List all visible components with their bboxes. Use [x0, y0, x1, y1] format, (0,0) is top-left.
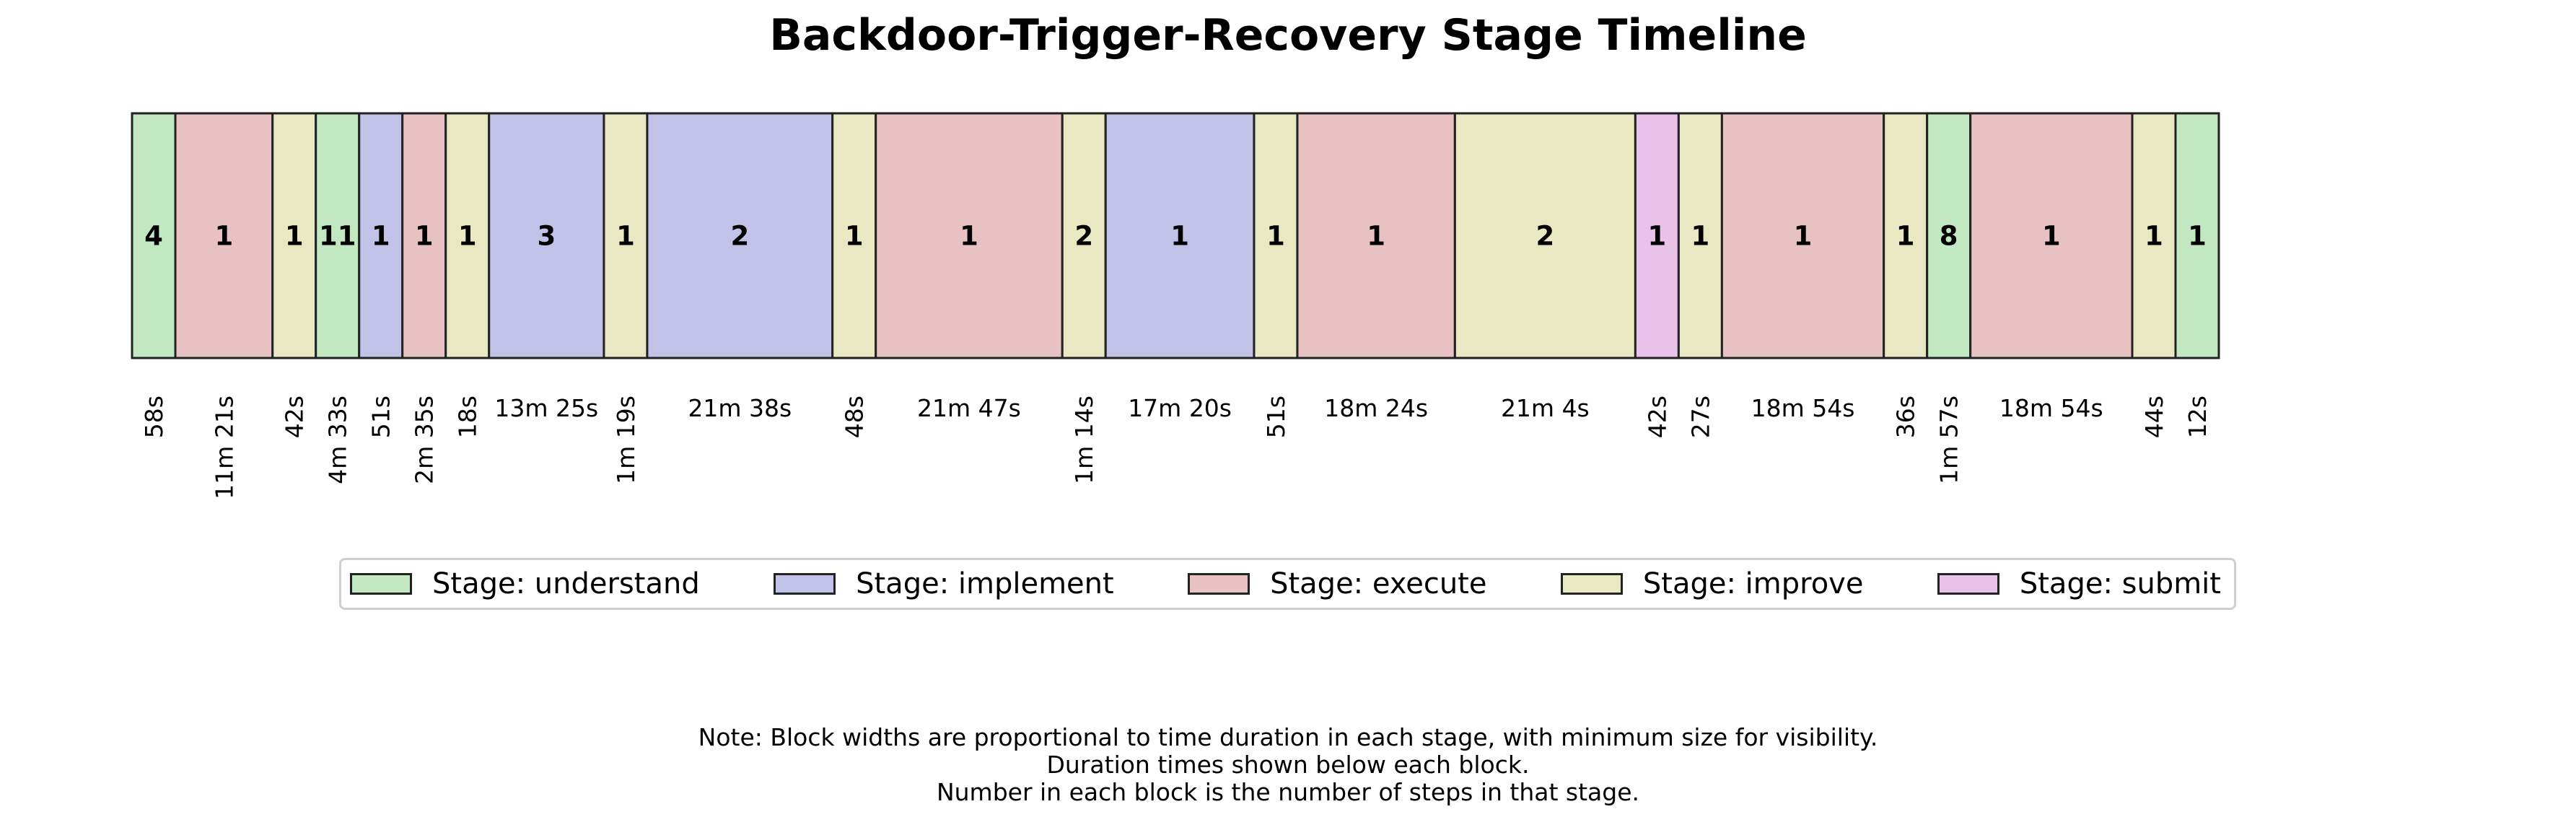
legend-item-understand: Stage: understand: [350, 567, 700, 600]
step-count-label: 1: [1266, 221, 1285, 252]
duration-label: 13m 25s: [494, 394, 598, 422]
step-count-label: 1: [415, 221, 434, 252]
stage-block-execute: [1969, 112, 2134, 359]
duration-label: 21m 4s: [1501, 394, 1590, 422]
stage-block-understand: [1926, 112, 1972, 359]
stage-block-improve: [1677, 112, 1723, 359]
legend-swatch: [350, 573, 412, 595]
timeline-chart: 4 1 1 11 1 1 1 3 1 2 1 1 2 1 1 1 2 1 1 1 1 8 1 1 1 58s 11m 21s 42s…: [131, 112, 2220, 499]
step-count-label: 1: [1691, 221, 1709, 252]
legend-item-submit: Stage: submit: [1937, 567, 2221, 600]
duration-label: 42s: [1643, 396, 1671, 438]
legend-item-execute: Stage: execute: [1188, 567, 1486, 600]
legend: Stage: understand Stage: implement Stage: …: [339, 558, 2236, 610]
stage-block-execute: [401, 112, 447, 359]
legend-label: Stage: submit: [2019, 567, 2221, 600]
duration-label: 4m 33s: [324, 396, 352, 484]
step-count-label: 1: [372, 221, 390, 252]
step-count-label: 1: [2145, 221, 2163, 252]
step-count-label: 8: [1940, 221, 1958, 252]
step-count-label: 1: [2042, 221, 2061, 252]
stage-block-implement: [358, 112, 404, 359]
step-count-label: 1: [285, 221, 304, 252]
note-line-2: Duration times shown below each block.: [1046, 751, 1530, 779]
stage-block-implement: [646, 112, 834, 359]
duration-label: 21m 47s: [917, 394, 1021, 422]
duration-label: 18m 54s: [1751, 394, 1855, 422]
step-count-label: 2: [1535, 221, 1554, 252]
stage-block-improve: [1061, 112, 1107, 359]
step-count-label: 1: [960, 221, 978, 252]
step-count-label: 2: [1074, 221, 1093, 252]
stage-block-improve: [2131, 112, 2177, 359]
duration-label: 1m 57s: [1935, 396, 1963, 484]
duration-label: 44s: [2140, 396, 2168, 438]
duration-label: 27s: [1686, 396, 1714, 438]
duration-label: 12s: [2183, 396, 2212, 438]
step-count-label: 1: [1896, 221, 1915, 252]
duration-labels: 58s 11m 21s 42s 4m 33s 51s 2m 35s 18s 13m 25s 1m…: [140, 394, 2212, 499]
chart-title: Backdoor-Trigger-Recovery Stage Timeline: [769, 10, 1807, 61]
stage-block-implement: [1104, 112, 1256, 359]
legend-swatch: [1937, 573, 1999, 595]
step-count-label: 2: [730, 221, 749, 252]
step-count-label: 11: [319, 221, 356, 252]
step-count-label: 1: [1794, 221, 1813, 252]
legend-label: Stage: execute: [1270, 567, 1487, 600]
duration-label: 21m 38s: [688, 394, 792, 422]
legend-swatch: [1560, 573, 1623, 595]
stage-block-understand: [2174, 112, 2220, 359]
step-count-label: 1: [458, 221, 477, 252]
duration-label: 18m 24s: [1324, 394, 1428, 422]
stage-block-execute: [875, 112, 1064, 359]
note-line-1: Note: Block widths are proportional to t…: [698, 723, 1878, 751]
legend-swatch: [774, 573, 836, 595]
stage-block-improve: [603, 112, 649, 359]
step-count-label: 1: [845, 221, 864, 252]
duration-label: 58s: [140, 396, 168, 438]
step-count-label: 1: [1647, 221, 1666, 252]
stage-block-improve: [271, 112, 317, 359]
duration-label: 1m 14s: [1070, 396, 1098, 484]
step-count-label: 1: [2188, 221, 2207, 252]
legend-item-implement: Stage: implement: [774, 567, 1114, 600]
legend-label: Stage: understand: [432, 567, 700, 600]
stage-block-understand: [315, 112, 361, 359]
stage-block-implement: [488, 112, 605, 359]
step-count-label: 1: [214, 221, 233, 252]
duration-label: 18m 54s: [1999, 394, 2103, 422]
legend-label: Stage: implement: [856, 567, 1114, 600]
stage-block-execute: [174, 112, 274, 359]
footnote: Note: Block widths are proportional to t…: [0, 724, 2576, 806]
step-count-label: 3: [537, 221, 556, 252]
stage-block-execute: [1296, 112, 1456, 359]
step-count-label: 1: [616, 221, 635, 252]
stage-block-understand: [131, 112, 177, 359]
step-count-label: 1: [1367, 221, 1385, 252]
duration-label: 48s: [841, 396, 869, 438]
stage-block-improve: [831, 112, 877, 359]
duration-label: 51s: [1262, 396, 1290, 438]
duration-label: 11m 21s: [210, 396, 238, 499]
duration-label: 2m 35s: [411, 396, 439, 484]
duration-label: 18s: [454, 396, 482, 438]
legend-item-improve: Stage: improve: [1560, 567, 1864, 600]
step-count-label: 4: [144, 221, 163, 252]
step-count-label: 1: [1170, 221, 1189, 252]
duration-label: 1m 19s: [612, 396, 640, 484]
legend-swatch: [1188, 573, 1250, 595]
stage-block-improve: [1253, 112, 1299, 359]
duration-label: 17m 20s: [1128, 394, 1232, 422]
stage-block-improve: [1453, 112, 1637, 359]
duration-label: 42s: [281, 396, 309, 438]
stage-block-submit: [1634, 112, 1680, 359]
stage-block-improve: [1883, 112, 1929, 359]
stage-blocks: 4 1 1 11 1 1 1 3 1 2 1 1 2 1 1 1 2 1 1 1 1 8 1 1 1: [131, 112, 2220, 359]
note-line-3: Number in each block is the number of st…: [936, 778, 1640, 806]
legend-label: Stage: improve: [1642, 567, 1864, 600]
duration-label: 36s: [1892, 396, 1920, 438]
duration-label: 51s: [367, 396, 395, 438]
stage-block-execute: [1720, 112, 1885, 359]
